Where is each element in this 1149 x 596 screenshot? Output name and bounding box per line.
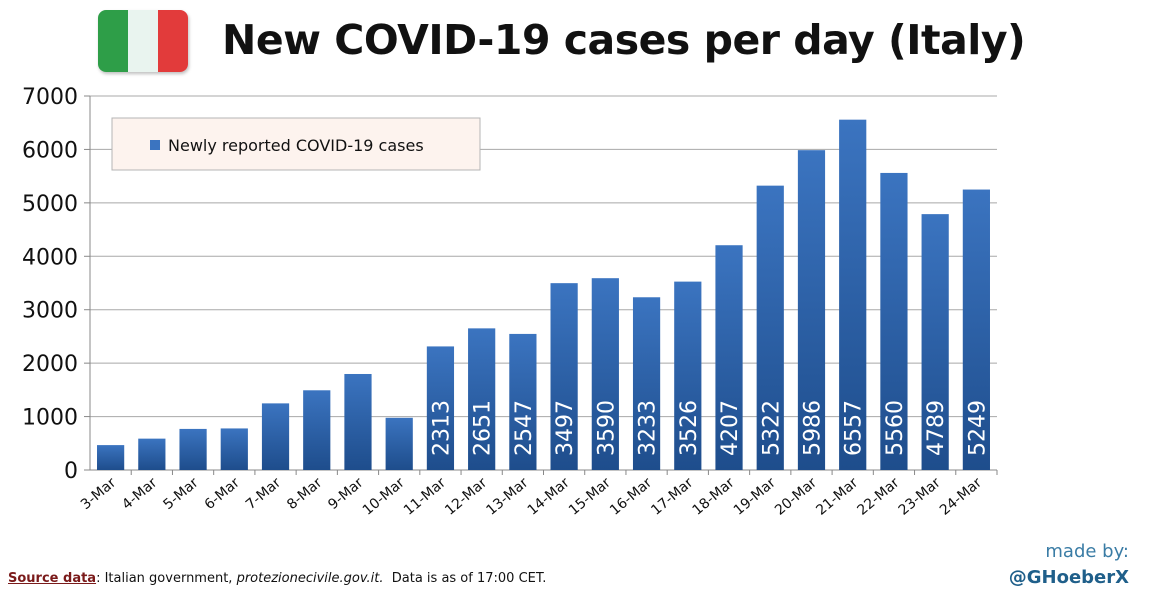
bar (591, 278, 619, 470)
bar (468, 328, 496, 470)
flag-red-stripe (158, 10, 188, 72)
data-label: 5560 (883, 400, 908, 456)
data-label: 6557 (842, 400, 867, 456)
x-tick-label: 11-Mar (401, 475, 449, 519)
y-tick-label: 1000 (22, 406, 78, 431)
bar (344, 373, 372, 470)
x-tick-label: 12-Mar (442, 475, 490, 519)
y-tick-label: 4000 (22, 245, 78, 270)
data-label: 2313 (429, 400, 454, 456)
x-tick-label: 6-Mar (202, 475, 243, 513)
x-tick-label: 7-Mar (243, 475, 284, 513)
bar (797, 150, 826, 470)
x-tick-label: 20-Mar (772, 475, 820, 519)
legend-label: Newly reported COVID-19 cases (168, 136, 424, 155)
x-tick-label: 23-Mar (896, 475, 944, 519)
credit-label: made by: (1045, 541, 1129, 562)
y-tick-label: 2000 (22, 352, 78, 377)
bar (385, 417, 413, 470)
x-tick-label: 21-Mar (813, 475, 861, 519)
source-label: Source data (8, 571, 97, 586)
bar (674, 281, 702, 470)
x-tick-label: 19-Mar (731, 475, 779, 519)
bar (880, 172, 908, 471)
bar (632, 297, 661, 470)
data-label: 3233 (636, 400, 661, 456)
bar (303, 390, 331, 470)
credit-handle: @GHoeberX (1008, 567, 1129, 588)
bar (97, 445, 125, 470)
x-tick-label: 16-Mar (607, 475, 655, 519)
bar (220, 428, 248, 470)
data-label: 5322 (759, 400, 784, 456)
bar (426, 346, 455, 470)
y-tick-label: 3000 (22, 299, 78, 324)
x-tick-label: 13-Mar (483, 475, 531, 519)
bar (921, 214, 949, 470)
source-text: : Italian government, (96, 571, 233, 586)
legend-box (111, 117, 481, 171)
data-label: 3590 (594, 400, 619, 456)
x-tick-label: 8-Mar (284, 475, 325, 513)
x-tick-label: 24-Mar (937, 475, 985, 519)
data-label: 5249 (965, 400, 990, 456)
bar (962, 189, 990, 471)
source-note: Source data: Italian government, protezi… (8, 571, 546, 586)
x-tick-label: 3-Mar (78, 475, 119, 513)
italy-flag-icon (98, 10, 188, 72)
chart-title: New COVID-19 cases per day (Italy) (222, 16, 1026, 64)
bar (715, 245, 743, 470)
bar (550, 283, 578, 470)
data-label: 3497 (553, 400, 578, 456)
bar (756, 185, 784, 470)
x-tick-label: 14-Mar (525, 475, 573, 519)
data-as-of: Data is as of 17:00 CET. (391, 571, 547, 586)
bar (509, 333, 537, 470)
source-site: protezionecivile.gov.it. (236, 571, 384, 586)
bar (138, 438, 166, 470)
x-tick-label: 17-Mar (648, 475, 696, 519)
data-label: 4789 (924, 400, 949, 456)
data-label: 4207 (718, 400, 743, 456)
flag-green-stripe (98, 10, 128, 72)
bar (261, 403, 290, 470)
data-label: 3526 (677, 400, 702, 456)
y-tick-label: 7000 (22, 85, 78, 110)
x-tick-label: 4-Mar (119, 475, 160, 513)
data-label: 2651 (471, 400, 496, 456)
y-tick-label: 6000 (22, 138, 78, 163)
data-label: 2547 (512, 400, 537, 456)
y-tick-label: 5000 (22, 192, 78, 217)
bar (839, 119, 867, 470)
x-tick-label: 18-Mar (690, 475, 738, 519)
x-tick-label: 10-Mar (360, 475, 408, 519)
x-tick-label: 22-Mar (854, 475, 902, 519)
x-tick-label: 5-Mar (160, 475, 201, 513)
flag-white-stripe (128, 10, 158, 72)
y-tick-label: 0 (64, 459, 78, 484)
x-tick-label: 15-Mar (566, 475, 614, 519)
data-label: 5986 (800, 400, 825, 456)
legend-swatch (150, 140, 160, 150)
bar (179, 428, 207, 470)
